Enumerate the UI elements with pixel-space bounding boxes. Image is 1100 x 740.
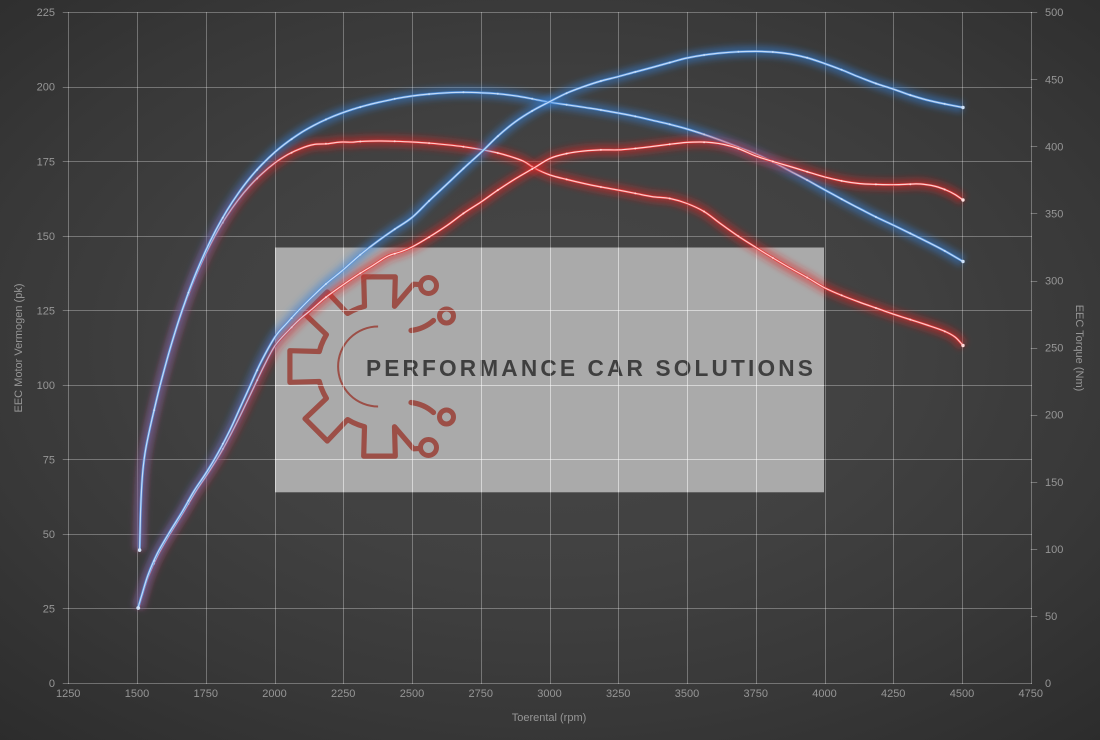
svg-text:2750: 2750 bbox=[469, 688, 493, 700]
svg-text:50: 50 bbox=[43, 529, 55, 541]
svg-text:1500: 1500 bbox=[125, 688, 149, 700]
svg-text:50: 50 bbox=[1045, 611, 1057, 623]
svg-text:3250: 3250 bbox=[606, 688, 630, 700]
svg-text:1250: 1250 bbox=[56, 688, 80, 700]
svg-text:125: 125 bbox=[37, 305, 55, 317]
svg-text:2500: 2500 bbox=[400, 688, 424, 700]
svg-text:2000: 2000 bbox=[262, 688, 286, 700]
svg-text:EEC Torque (Nm): EEC Torque (Nm) bbox=[1073, 305, 1085, 392]
svg-text:350: 350 bbox=[1045, 208, 1063, 220]
svg-text:0: 0 bbox=[1045, 678, 1051, 690]
svg-text:300: 300 bbox=[1045, 276, 1063, 288]
svg-text:175: 175 bbox=[37, 156, 55, 168]
svg-text:100: 100 bbox=[37, 380, 55, 392]
svg-text:4250: 4250 bbox=[881, 688, 905, 700]
svg-text:250: 250 bbox=[1045, 343, 1063, 355]
svg-text:3500: 3500 bbox=[675, 688, 699, 700]
svg-text:1750: 1750 bbox=[194, 688, 218, 700]
svg-text:200: 200 bbox=[1045, 410, 1063, 422]
svg-text:75: 75 bbox=[43, 454, 55, 466]
svg-text:4750: 4750 bbox=[1019, 688, 1043, 700]
svg-text:225: 225 bbox=[37, 7, 55, 19]
svg-text:150: 150 bbox=[1045, 477, 1063, 489]
svg-text:PERFORMANCE CAR SOLUTIONS: PERFORMANCE CAR SOLUTIONS bbox=[366, 355, 816, 381]
svg-text:500: 500 bbox=[1045, 7, 1063, 19]
svg-text:3000: 3000 bbox=[537, 688, 561, 700]
svg-text:4000: 4000 bbox=[812, 688, 836, 700]
svg-text:EEC Motor Vermogen (pk): EEC Motor Vermogen (pk) bbox=[13, 284, 25, 413]
svg-text:450: 450 bbox=[1045, 74, 1063, 86]
svg-text:200: 200 bbox=[37, 82, 55, 94]
svg-text:100: 100 bbox=[1045, 544, 1063, 556]
svg-text:4500: 4500 bbox=[950, 688, 974, 700]
svg-text:Toerental (rpm): Toerental (rpm) bbox=[512, 712, 587, 724]
svg-text:25: 25 bbox=[43, 604, 55, 616]
svg-text:2250: 2250 bbox=[331, 688, 355, 700]
svg-text:400: 400 bbox=[1045, 141, 1063, 153]
svg-text:150: 150 bbox=[37, 231, 55, 243]
svg-text:3750: 3750 bbox=[744, 688, 768, 700]
svg-text:0: 0 bbox=[49, 678, 55, 690]
